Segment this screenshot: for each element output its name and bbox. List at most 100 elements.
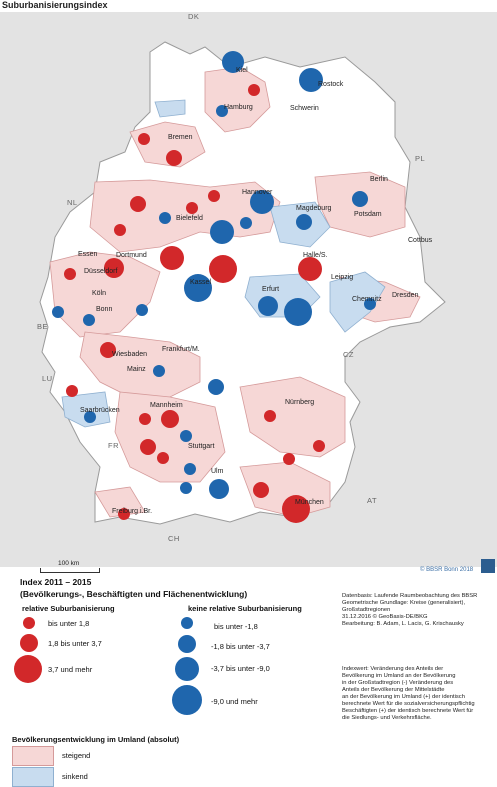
symbol-salzgitter	[240, 217, 252, 229]
city-label-berlin: Berlin	[370, 176, 388, 183]
city-label-hamburg: Hamburg	[224, 104, 253, 111]
symbol-muenchen	[282, 495, 310, 523]
city-label-chemnitz: Chemnitz	[352, 296, 382, 303]
city-label-hannover: Hannover	[242, 189, 273, 196]
city-label-muenchen: München	[295, 499, 324, 506]
symbol-paderborn	[160, 246, 184, 270]
legend-negative-label-1: bis unter -1,8	[214, 622, 258, 631]
definition-line-4: Anteils der Bevölkerung der Mittelstädte	[342, 687, 445, 693]
symbol-heilbronn	[180, 430, 192, 442]
city-label-schwerin: Schwerin	[290, 105, 319, 112]
city-label-freiburg: Freiburg i.Br.	[112, 508, 153, 515]
symbol-dortmund	[104, 258, 124, 278]
city-label-duesseldorf: Düsseldorf	[84, 268, 118, 275]
symbol-bremen-west	[138, 133, 150, 145]
symbol-karlsruhe	[140, 439, 156, 455]
legend-negative-symbol-4	[172, 685, 202, 715]
symbol-hamburg-north	[248, 84, 260, 96]
country-label-pl: PL	[415, 154, 426, 163]
city-label-essen: Essen	[78, 251, 98, 258]
bbsr-logo	[481, 559, 495, 573]
city-label-stuttgart: Stuttgart	[188, 443, 215, 450]
legend-negative-symbol-1	[181, 617, 193, 629]
city-label-dortmund: Dortmund	[116, 252, 147, 259]
source-line-5: Bearbeitung: B. Adam, L. Lacis, G. Krisc…	[342, 621, 464, 627]
country-label-lu: LU	[42, 374, 53, 383]
city-label-potsdam: Potsdam	[354, 211, 382, 218]
symbol-braunschweig	[210, 220, 234, 244]
legend-negative-title: keine relative Suburbanisierung	[188, 604, 302, 613]
city-label-halle: Halle/S.	[303, 252, 328, 259]
symbol-freiburg	[118, 508, 130, 520]
symbol-augsburg	[253, 482, 269, 498]
city-label-mannheim: Mannheim	[150, 402, 183, 409]
legend-rising-swatch	[12, 746, 54, 766]
legend-positive-label-large: 3,7 und mehr	[48, 665, 93, 674]
source-line-1: Datenbasis: Laufende Raumbeobachtung des…	[342, 593, 478, 599]
legend-positive-symbol-small	[23, 617, 35, 629]
symbol-pforzheim	[157, 452, 169, 464]
legend-heading: Index 2011 – 2015	[20, 577, 92, 587]
country-label-be: BE	[37, 322, 49, 331]
city-label-cottbus: Cottbus	[408, 237, 433, 244]
city-label-ulm: Ulm	[211, 468, 224, 475]
city-label-saarbruecken: Saarbrücken	[80, 407, 120, 414]
city-label-frankfurt: Frankfurt/M.	[162, 346, 200, 353]
city-label-wiesbaden: Wiesbaden	[112, 351, 148, 358]
symbol-reutlingen	[180, 482, 192, 494]
city-label-koeln: Köln	[92, 290, 107, 297]
city-label-kiel: Kiel	[236, 67, 248, 74]
symbol-chemnitz	[364, 298, 376, 310]
symbol-hannover-west	[208, 190, 220, 202]
legend-negative-symbol-2	[178, 635, 196, 653]
legend-falling-swatch	[12, 767, 54, 787]
definition-line-8: die Siedlungs- und Verkehrsfläche.	[342, 715, 432, 721]
map-area: DK PL NL BE LU FR CH AT CZ Kiel	[0, 12, 497, 573]
source-line-3: Großstadtregionen	[342, 607, 391, 613]
symbol-siegen	[136, 304, 148, 316]
symbol-aachen	[52, 306, 64, 318]
city-label-leipzig: Leipzig	[331, 274, 354, 281]
city-label-kassel: Kassel	[190, 279, 212, 286]
symbol-frankfurt	[153, 365, 165, 377]
scale-bar	[40, 568, 100, 573]
symbol-ingolstadt	[283, 453, 295, 465]
source-line-2: Geometrische Grundlage: Kreise (generali…	[342, 600, 466, 606]
legend-falling-label: sinkend	[62, 772, 88, 781]
legend-negative-label-3: -3,7 bis unter -9,0	[211, 664, 270, 673]
definition-line-2: Bevölkerung im Umland an der Bevölkerung	[342, 673, 456, 679]
symbol-hamburg	[216, 105, 228, 117]
symbol-bremen	[166, 150, 182, 166]
definition-line-6: berechnete Wert für die sozialversicheru…	[342, 701, 475, 707]
definition-line-3: in der Großstadtregion (-) Veränderung d…	[342, 680, 454, 686]
falling-regions	[61, 99, 386, 428]
symbol-bonn	[83, 314, 95, 326]
legend-positive-symbol-medium	[20, 634, 38, 652]
legend-subheading: (Bevölkerungs-, Beschäftigten und Fläche…	[20, 589, 248, 599]
symbol-mannheim	[161, 410, 179, 428]
symbol-essen	[64, 268, 76, 280]
legend-positive-label-small: bis unter 1,8	[48, 619, 90, 628]
symbol-rostock	[299, 68, 323, 92]
symbol-regensburg	[313, 440, 325, 452]
legend-negative-label-2: -1,8 bis unter -3,7	[211, 642, 270, 651]
city-label-nuernberg: Nürnberg	[285, 399, 315, 406]
map-title: Suburbanisierungsindex	[2, 0, 108, 10]
symbol-osnabrueck	[130, 196, 146, 212]
source-line-4: 31.12.2016 © GeoBasis-DE/BKG	[342, 614, 428, 620]
legend-positive-label-medium: 1,8 bis unter 3,7	[48, 639, 102, 648]
legend-negative-label-4: -9,0 und mehr	[211, 697, 258, 706]
legend-area-title: Bevölkerungsentwicklung im Umland (absol…	[12, 735, 180, 744]
definition-line-7: Beschäftigten (+) der identisch berechne…	[342, 708, 474, 714]
country-label-cz: CZ	[343, 350, 354, 359]
country-label-ch: CH	[168, 534, 180, 543]
symbol-kaiserslautern	[139, 413, 151, 425]
symbol-magdeburg	[296, 214, 312, 230]
definition-line-1: Indexwert: Veränderung des Anteils der	[342, 666, 444, 672]
definition-line-5: an der Bevölkerung im Umland (+) der ide…	[342, 694, 465, 700]
city-label-magdeburg: Magdeburg	[296, 205, 332, 212]
symbol-halle	[298, 257, 322, 281]
symbol-goettingen	[209, 255, 237, 283]
legend-positive-symbol-large	[14, 655, 42, 683]
city-label-erfurt: Erfurt	[262, 286, 280, 293]
